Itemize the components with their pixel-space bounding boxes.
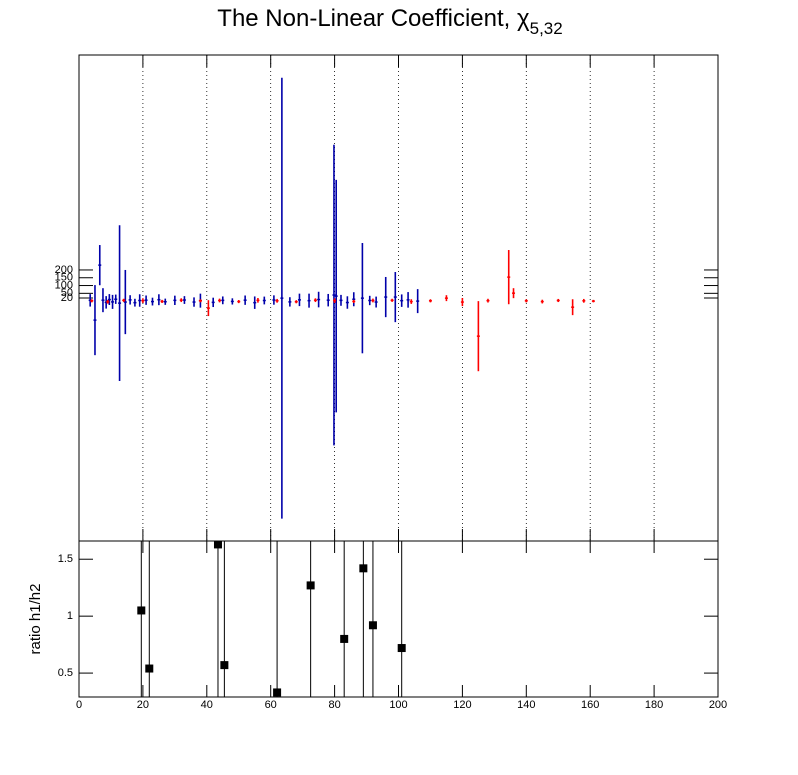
marker bbox=[397, 644, 406, 653]
y-tick-label: 150 bbox=[55, 272, 73, 284]
x-tick-label: 20 bbox=[137, 699, 149, 711]
y-tick-label: 20 bbox=[61, 292, 73, 304]
marker bbox=[145, 664, 154, 673]
y-tick-label: 1 bbox=[67, 610, 73, 622]
x-tick-label: 0 bbox=[76, 699, 82, 711]
marker bbox=[213, 541, 222, 549]
marker bbox=[359, 564, 368, 573]
marker bbox=[340, 634, 349, 643]
y-tick-label: 200 bbox=[55, 264, 73, 276]
y-tick-label: 50 bbox=[61, 287, 73, 299]
x-tick-label: 40 bbox=[201, 699, 213, 711]
marker bbox=[306, 581, 315, 590]
plot-area bbox=[88, 77, 595, 519]
x-tick-label: 80 bbox=[328, 699, 340, 711]
marker bbox=[137, 606, 146, 615]
marker bbox=[273, 688, 282, 697]
marker bbox=[368, 621, 377, 630]
marker bbox=[220, 661, 229, 670]
x-tick-label: 100 bbox=[389, 699, 407, 711]
chart-title: The Non-Linear Coefficient, χ5,32 bbox=[217, 5, 562, 38]
y-axis-label: ratio h1/h2 bbox=[27, 584, 44, 655]
x-tick-label: 140 bbox=[517, 699, 535, 711]
y-tick-label: 1.5 bbox=[58, 553, 73, 565]
x-tick-label: 60 bbox=[265, 699, 277, 711]
frame bbox=[78, 540, 719, 698]
x-tick-label: 200 bbox=[709, 699, 727, 711]
y-tick-label: 0.5 bbox=[58, 667, 73, 679]
plot-area bbox=[137, 541, 406, 697]
x-tick-label: 120 bbox=[453, 699, 471, 711]
x-tick-label: 180 bbox=[645, 699, 663, 711]
x-tick-label: 160 bbox=[581, 699, 599, 711]
y-tick-label: 100 bbox=[55, 279, 73, 291]
